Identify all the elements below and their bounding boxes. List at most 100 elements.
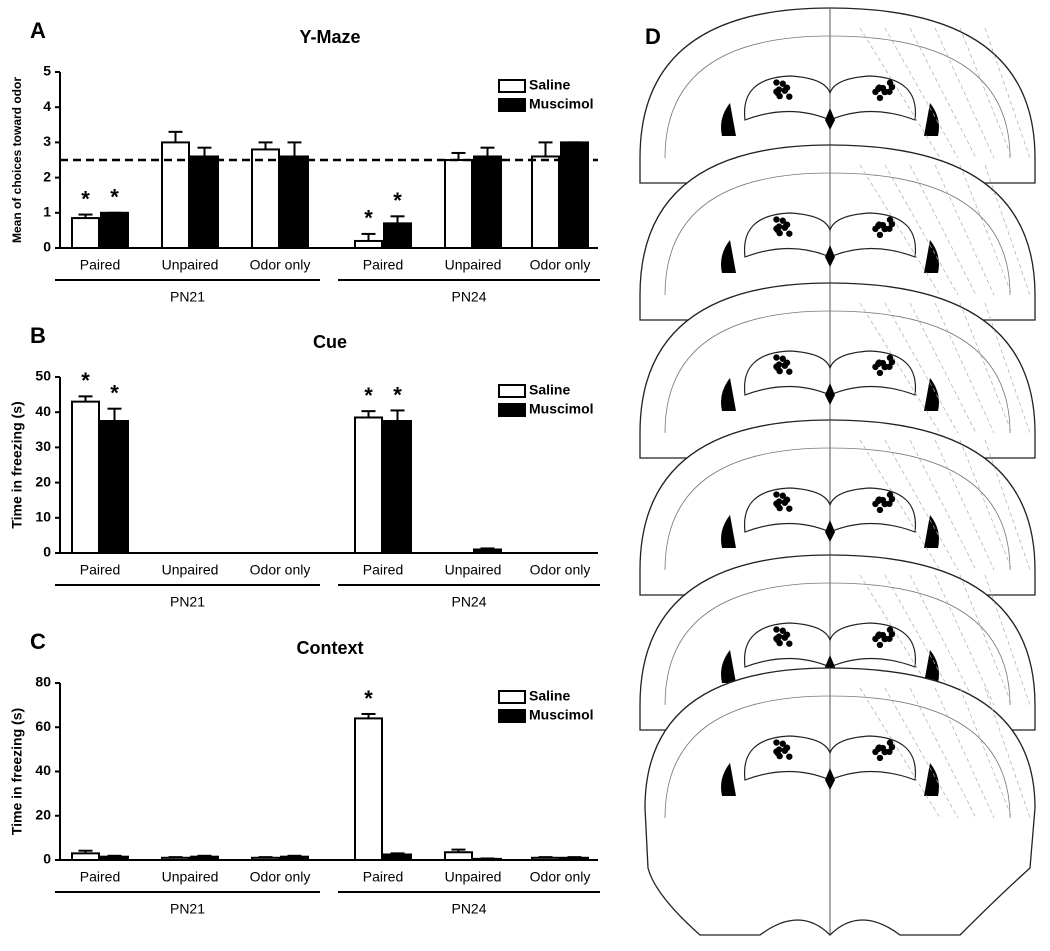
ventricle-side xyxy=(924,378,939,411)
dashed-structure xyxy=(884,439,959,571)
dashed-structure xyxy=(859,27,941,159)
dashed-structure xyxy=(884,687,959,819)
bar xyxy=(71,852,100,861)
bar xyxy=(251,148,280,249)
injection-dot xyxy=(786,368,793,375)
legend-label: Saline xyxy=(529,688,570,704)
injection-dot xyxy=(776,639,783,647)
injection-dot xyxy=(876,231,884,239)
bar xyxy=(71,400,100,555)
ventricle-side xyxy=(924,240,939,273)
x-tick-label: Odor only xyxy=(250,869,311,885)
cortex-line xyxy=(664,447,1011,571)
group-label: PN21 xyxy=(170,901,205,917)
legend-swatch xyxy=(498,384,526,398)
dashed-structure xyxy=(909,27,977,159)
dashed-structure xyxy=(959,164,1013,296)
ventricle-side xyxy=(721,650,736,683)
group-label: PN21 xyxy=(170,594,205,610)
bar xyxy=(71,217,100,250)
bar xyxy=(473,857,502,861)
injection-dot xyxy=(773,79,780,86)
injection-dot xyxy=(872,748,879,756)
bar xyxy=(383,222,412,249)
significance-mark: * xyxy=(364,206,373,231)
injection-dot xyxy=(773,88,780,95)
dashed-structure xyxy=(859,439,941,571)
y-axis-label: Mean of choices toward odor xyxy=(10,77,24,243)
bar xyxy=(473,548,502,554)
injection-dot xyxy=(786,505,793,512)
panel-label: D xyxy=(645,24,661,49)
injection-dot xyxy=(773,491,780,498)
dashed-structure xyxy=(884,27,959,159)
panel-label: B xyxy=(30,323,46,348)
injection-dot xyxy=(781,747,789,754)
dashed-structure xyxy=(959,574,1013,706)
y-tick-label: 40 xyxy=(35,403,51,419)
x-tick-label: Unpaired xyxy=(445,869,502,885)
dashed-structure xyxy=(934,439,995,571)
injection-dot xyxy=(776,504,783,512)
bar xyxy=(190,855,219,862)
legend-swatch xyxy=(498,403,526,417)
ventricle xyxy=(825,245,835,267)
bar xyxy=(100,420,129,554)
bar xyxy=(251,856,280,861)
y-tick-label: 4 xyxy=(43,98,51,114)
x-tick-label: Unpaired xyxy=(162,257,219,273)
bar xyxy=(161,856,190,861)
ventricle xyxy=(825,108,835,130)
dashed-structure xyxy=(934,302,995,434)
ventricle-side xyxy=(721,103,736,136)
injection-dot xyxy=(881,363,888,371)
injection-dot xyxy=(773,739,780,746)
significance-mark: * xyxy=(110,380,119,405)
y-tick-label: 0 xyxy=(43,544,51,560)
y-tick-label: 2 xyxy=(43,168,51,184)
cortex-line xyxy=(664,310,1011,434)
legend-label: Muscimol xyxy=(529,707,594,723)
ventricle-side xyxy=(924,515,939,548)
injection-dot xyxy=(872,363,879,371)
injection-dot xyxy=(781,634,789,641)
injection-dot xyxy=(875,84,883,91)
y-tick-label: 0 xyxy=(43,851,51,867)
panel-label: A xyxy=(30,18,46,43)
x-tick-label: Unpaired xyxy=(162,562,219,578)
injection-dot xyxy=(881,500,888,508)
group-label: PN24 xyxy=(451,289,486,305)
dashed-structure xyxy=(909,687,977,819)
dashed-structure xyxy=(984,164,1031,296)
injection-dot xyxy=(779,355,786,362)
injection-dot xyxy=(773,500,780,507)
injection-dot xyxy=(776,752,783,760)
injection-dot xyxy=(872,500,879,508)
dashed-structure xyxy=(984,687,1031,819)
legend-label: Saline xyxy=(529,77,570,93)
injection-dot xyxy=(886,626,894,633)
x-tick-label: Paired xyxy=(363,562,403,578)
injection-dot xyxy=(786,753,793,760)
bar xyxy=(100,855,129,862)
chart-title: Cue xyxy=(313,332,347,352)
bar xyxy=(383,853,412,861)
y-tick-label: 20 xyxy=(35,806,51,822)
injection-dot xyxy=(875,359,883,366)
section-outline xyxy=(644,667,1036,936)
dashed-structure xyxy=(984,27,1031,159)
dashed-structure xyxy=(959,687,1013,819)
injection-dot xyxy=(773,626,780,633)
legend-label: Muscimol xyxy=(529,401,594,417)
x-tick-label: Unpaired xyxy=(162,869,219,885)
dashed-structure xyxy=(984,439,1031,571)
injection-dot xyxy=(773,216,780,223)
y-tick-label: 5 xyxy=(43,63,51,79)
injection-dot xyxy=(886,739,894,746)
cortex-line xyxy=(664,35,1011,159)
significance-mark: * xyxy=(393,382,402,407)
group-label: PN24 xyxy=(451,901,486,917)
chart-title: Context xyxy=(297,638,364,658)
bar xyxy=(161,141,190,249)
